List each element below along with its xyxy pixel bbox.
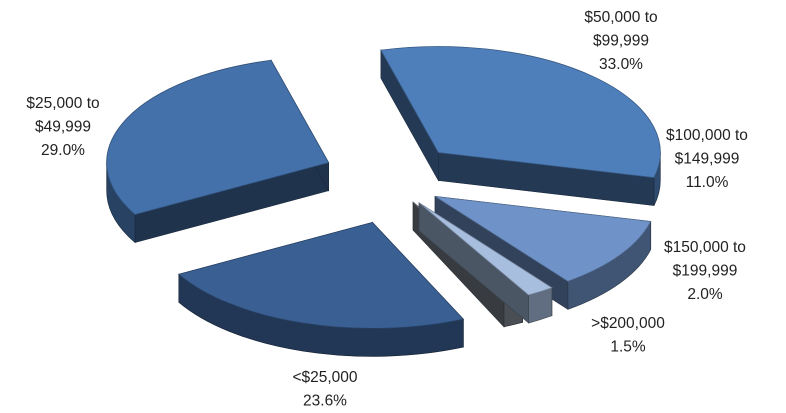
slice-label-line: $149,999	[675, 151, 740, 168]
pie-slice-top	[177, 221, 465, 329]
slice-value-label: 1.5%	[610, 339, 646, 356]
slice-value-label: 29.0%	[41, 142, 85, 159]
pie-slice-4	[177, 221, 465, 357]
slice-label-line: $100,000 to	[666, 127, 748, 144]
slice-label-0: $50,000 to $99,999 33.0%	[584, 9, 657, 73]
pie-slice-5	[106, 59, 330, 244]
slice-label-line: $25,000 to	[26, 95, 99, 112]
pie-slice-top	[434, 196, 652, 282]
slice-label-3: >$200,000 1.5%	[591, 315, 665, 356]
pie-slice-2	[418, 202, 553, 324]
slice-label-1: $100,000 to $149,999 11.0%	[666, 127, 748, 191]
slice-label-line: $50,000 to	[584, 9, 657, 26]
slice-value-label: 33.0%	[599, 56, 643, 73]
slice-label-line: $49,999	[35, 119, 91, 136]
slice-value-label: 11.0%	[686, 174, 729, 191]
slice-label-line: >$200,000	[591, 315, 665, 332]
slice-label-line: $199,999	[673, 263, 738, 280]
slice-label-2: $150,000 to $199,999 2.0%	[664, 239, 746, 303]
slice-label-line: $150,000 to	[664, 239, 746, 256]
pie-slice-top	[380, 46, 661, 179]
pie-slice-0	[380, 46, 661, 206]
pie-slice-top	[106, 59, 330, 215]
slice-value-label: 23.6%	[303, 393, 347, 410]
slice-value-label: 2.0%	[687, 286, 723, 303]
slice-label-line: $99,999	[593, 33, 649, 50]
slice-label-5: $25,000 to $49,999 29.0%	[26, 95, 99, 159]
slice-label-4: <$25,000 23.6%	[292, 369, 357, 410]
pie-slice-top	[418, 202, 553, 296]
pie-labels: $50,000 to $99,999 33.0% $100,000 to $149,99…	[26, 9, 748, 410]
pie-slices	[106, 46, 661, 357]
slice-label-line: <$25,000	[292, 369, 357, 386]
